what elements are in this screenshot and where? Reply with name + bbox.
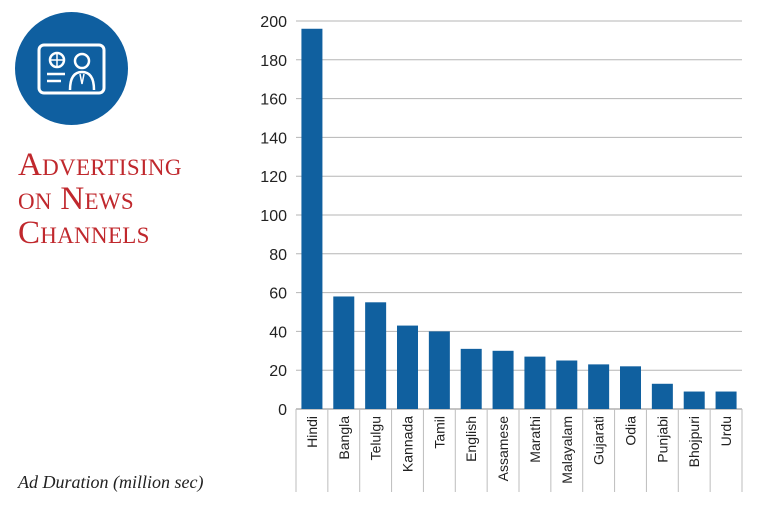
bar xyxy=(365,302,387,409)
bar xyxy=(492,350,514,409)
y-tick-label: 100 xyxy=(260,208,287,225)
x-tick-label: Odia xyxy=(623,416,639,446)
x-tick-label: Marathi xyxy=(527,416,543,463)
x-tick-label: Punjabi xyxy=(654,416,670,463)
x-tick-label: Telulgu xyxy=(368,416,384,460)
x-tick-label: Urdu xyxy=(718,416,734,446)
x-tick-label: Kannada xyxy=(400,416,416,472)
bar xyxy=(397,325,418,409)
bar xyxy=(301,28,323,409)
x-tick-label: English xyxy=(463,416,479,462)
title-line-2: on News xyxy=(18,181,134,217)
y-tick-label: 160 xyxy=(260,92,287,109)
x-tick-label: Tamil xyxy=(431,416,447,449)
x-tick-label: Bangla xyxy=(336,416,352,460)
bar xyxy=(651,383,673,409)
x-tick-label: Bhojpuri xyxy=(686,416,702,467)
bar xyxy=(524,356,546,409)
x-tick-label: Malayalam xyxy=(559,416,575,484)
bar xyxy=(588,364,610,409)
y-tick-label: 200 xyxy=(260,14,287,31)
x-tick-label: Hindi xyxy=(304,416,320,448)
chart-title: Advertising on News Channels xyxy=(18,148,182,250)
y-tick-label: 140 xyxy=(260,130,287,147)
title-line-1: Advertising xyxy=(18,147,182,183)
y-tick-label: 120 xyxy=(260,169,287,186)
bar xyxy=(683,391,705,409)
y-tick-label: 60 xyxy=(269,286,287,303)
y-tick-label: 40 xyxy=(269,324,287,341)
bar xyxy=(428,331,450,409)
y-tick-label: 180 xyxy=(260,53,287,70)
x-tick-label: Assamese xyxy=(495,416,511,482)
y-tick-label: 0 xyxy=(278,402,287,419)
y-tick-label: 20 xyxy=(269,363,287,380)
bar xyxy=(620,366,641,409)
bar xyxy=(556,360,578,409)
x-tick-label: Gujarati xyxy=(591,416,607,465)
y-tick-label: 80 xyxy=(269,247,287,264)
tv-news-anchor-icon xyxy=(15,12,128,125)
title-line-3: Channels xyxy=(18,215,150,251)
y-axis-unit-label: Ad Duration (million sec) xyxy=(18,472,204,492)
bar xyxy=(333,296,355,409)
bar xyxy=(460,348,482,409)
bar xyxy=(715,391,737,409)
